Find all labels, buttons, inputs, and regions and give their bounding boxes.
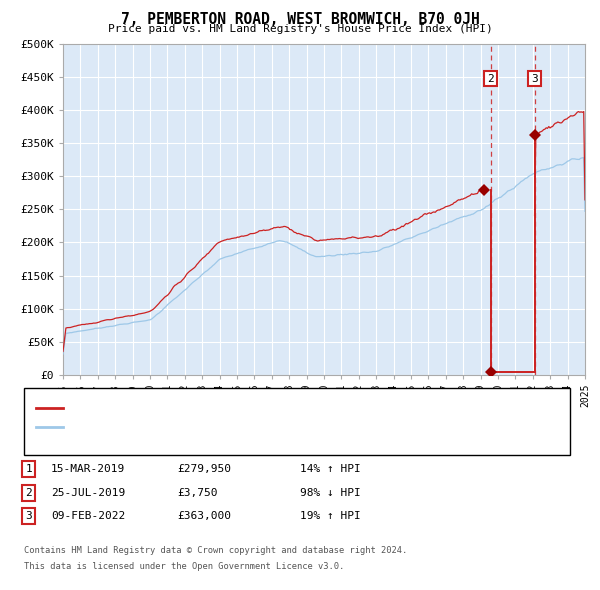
Text: 09-FEB-2022: 09-FEB-2022 [51, 512, 125, 521]
Text: £3,750: £3,750 [177, 488, 218, 497]
Text: £363,000: £363,000 [177, 512, 231, 521]
Text: 25-JUL-2019: 25-JUL-2019 [51, 488, 125, 497]
Text: 7, PEMBERTON ROAD, WEST BROMWICH, B70 0JH: 7, PEMBERTON ROAD, WEST BROMWICH, B70 0J… [121, 12, 479, 27]
Text: Contains HM Land Registry data © Crown copyright and database right 2024.: Contains HM Land Registry data © Crown c… [24, 546, 407, 555]
Text: 2: 2 [487, 74, 494, 84]
Text: 3: 3 [25, 512, 32, 521]
Text: 2: 2 [25, 488, 32, 497]
Text: This data is licensed under the Open Government Licence v3.0.: This data is licensed under the Open Gov… [24, 562, 344, 571]
Text: 15-MAR-2019: 15-MAR-2019 [51, 464, 125, 474]
Text: Price paid vs. HM Land Registry's House Price Index (HPI): Price paid vs. HM Land Registry's House … [107, 24, 493, 34]
Text: 3: 3 [531, 74, 538, 84]
Text: 7, PEMBERTON ROAD, WEST BROMWICH, B70 0JH (detached house): 7, PEMBERTON ROAD, WEST BROMWICH, B70 0J… [67, 404, 444, 413]
Text: 1: 1 [25, 464, 32, 474]
Text: 14% ↑ HPI: 14% ↑ HPI [300, 464, 361, 474]
Text: 19% ↑ HPI: 19% ↑ HPI [300, 512, 361, 521]
Text: HPI: Average price, detached house, Sandwell: HPI: Average price, detached house, Sand… [67, 422, 353, 431]
Text: £279,950: £279,950 [177, 464, 231, 474]
Text: 98% ↓ HPI: 98% ↓ HPI [300, 488, 361, 497]
